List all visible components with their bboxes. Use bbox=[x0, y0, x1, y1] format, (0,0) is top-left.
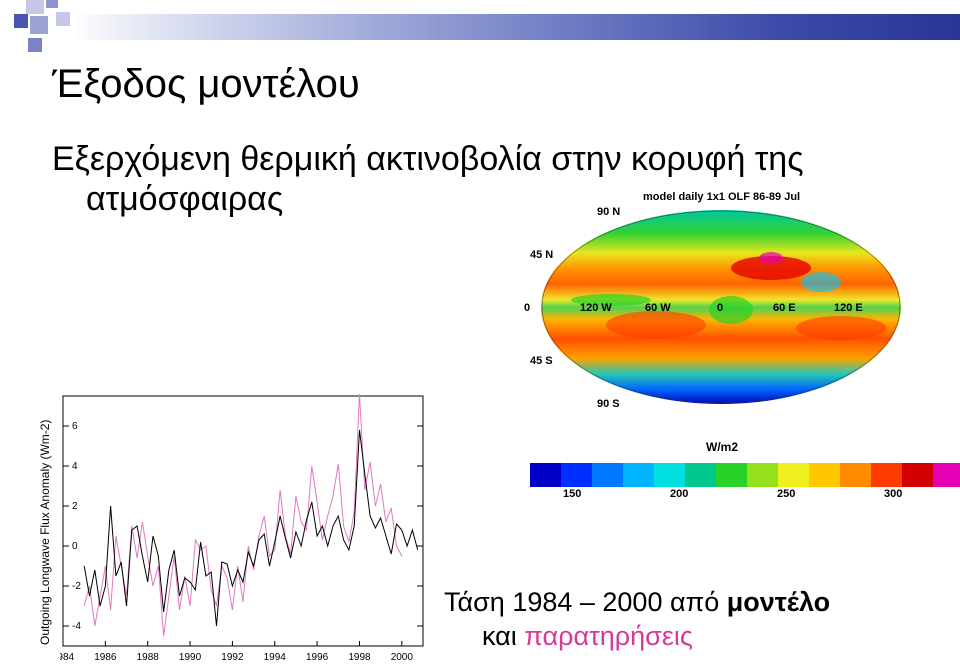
x-tick-label: 1994 bbox=[264, 652, 287, 663]
olr-world-map bbox=[541, 210, 901, 405]
lat-label-45s: 45 S bbox=[530, 355, 553, 367]
map-title: model daily 1x1 OLF 86-89 Jul bbox=[643, 191, 801, 203]
corner-square bbox=[56, 12, 70, 26]
corner-square bbox=[28, 38, 42, 52]
colorbar-swatch bbox=[809, 463, 840, 487]
chart-y-axis-label: Outgoing Longwave Flux Anomaly (Wm-2) bbox=[38, 419, 52, 645]
trend-line1: Τάση 1984 – 2000 από μοντέλο bbox=[444, 587, 830, 618]
x-tick-label: 2000 bbox=[391, 652, 414, 663]
colorbar-swatch bbox=[561, 463, 592, 487]
colorbar-tick-300: 300 bbox=[884, 488, 903, 500]
trend-line2-pink: παρατηρήσεις bbox=[524, 621, 693, 651]
colorbar-swatch bbox=[623, 463, 654, 487]
lon-label-0: 0 bbox=[717, 302, 724, 314]
lat-label-0: 0 bbox=[524, 302, 531, 314]
lat-label-45n: 45 N bbox=[530, 249, 554, 261]
x-tick-label: 1988 bbox=[137, 652, 160, 663]
corner-square bbox=[46, 0, 58, 8]
colorbar-swatch bbox=[871, 463, 902, 487]
colorbar-swatch bbox=[902, 463, 933, 487]
y-tick-label: -4 bbox=[72, 621, 81, 632]
colorbar-swatch bbox=[840, 463, 871, 487]
colorbar-swatch bbox=[530, 463, 561, 487]
y-tick-label: 2 bbox=[72, 501, 78, 512]
lon-label-120e: 120 E bbox=[834, 302, 863, 314]
trend-line2-prefix: και bbox=[482, 621, 525, 651]
olr-anomaly-chart: 6 4 2 0 -2 -4 1984 1986 1988 1990 1992 1994 1996 1998… bbox=[52, 392, 430, 668]
lat-label-90s: 90 S bbox=[597, 398, 620, 410]
title-bar-gradient bbox=[70, 14, 960, 40]
trend-line1-bold: μοντέλο bbox=[726, 587, 831, 617]
slide-subtitle-line2: ατμόσφαιρας bbox=[86, 180, 284, 218]
lon-label-120w: 120 W bbox=[580, 302, 612, 314]
colorbar-swatch bbox=[654, 463, 685, 487]
colorbar-swatch bbox=[778, 463, 809, 487]
corner-square bbox=[30, 16, 48, 34]
trend-line1-prefix: Τάση 1984 – 2000 από bbox=[444, 587, 727, 617]
y-tick-label: 0 bbox=[72, 541, 78, 552]
lon-label-60w: 60 W bbox=[645, 302, 671, 314]
colorbar-swatch bbox=[685, 463, 716, 487]
colorbar-swatch bbox=[716, 463, 747, 487]
x-tick-label: 1996 bbox=[306, 652, 329, 663]
corner-square bbox=[14, 14, 28, 28]
series-line bbox=[83, 393, 403, 637]
chart-frame bbox=[62, 395, 424, 647]
y-tick-label: 4 bbox=[72, 461, 78, 472]
lon-label-60e: 60 E bbox=[773, 302, 796, 314]
series-line bbox=[83, 429, 419, 627]
colorbar bbox=[530, 463, 960, 487]
colorbar-tick-150: 150 bbox=[563, 488, 582, 500]
y-tick-label: 6 bbox=[72, 421, 78, 432]
slide-subtitle-line1: Εξερχόμενη θερμική ακτινοβολία στην κορυ… bbox=[52, 140, 804, 178]
colorbar-swatch bbox=[747, 463, 778, 487]
colorbar-swatch bbox=[592, 463, 623, 487]
x-tick-label: 1990 bbox=[179, 652, 202, 663]
x-tick-label: 1998 bbox=[348, 652, 371, 663]
trend-line2: και παρατηρήσεις bbox=[482, 621, 693, 652]
x-tick-label: 1986 bbox=[94, 652, 117, 663]
olr-map-svg bbox=[541, 210, 901, 404]
y-tick-label: -2 bbox=[72, 581, 81, 592]
slide-title: Έξοδος μοντέλου bbox=[52, 62, 360, 106]
colorbar-tick-200: 200 bbox=[670, 488, 689, 500]
x-tick-label: 1984 bbox=[60, 652, 75, 663]
colorbar-tick-250: 250 bbox=[777, 488, 796, 500]
corner-square bbox=[26, 0, 44, 14]
colorbar-units: W/m2 bbox=[706, 440, 739, 454]
olr-anomaly-chart-svg: 6 4 2 0 -2 -4 1984 1986 1988 1990 1992 1994 1996 1998… bbox=[52, 393, 424, 663]
colorbar-swatch bbox=[933, 463, 960, 487]
lat-label-90n: 90 N bbox=[597, 206, 621, 218]
x-tick-label: 1992 bbox=[221, 652, 244, 663]
